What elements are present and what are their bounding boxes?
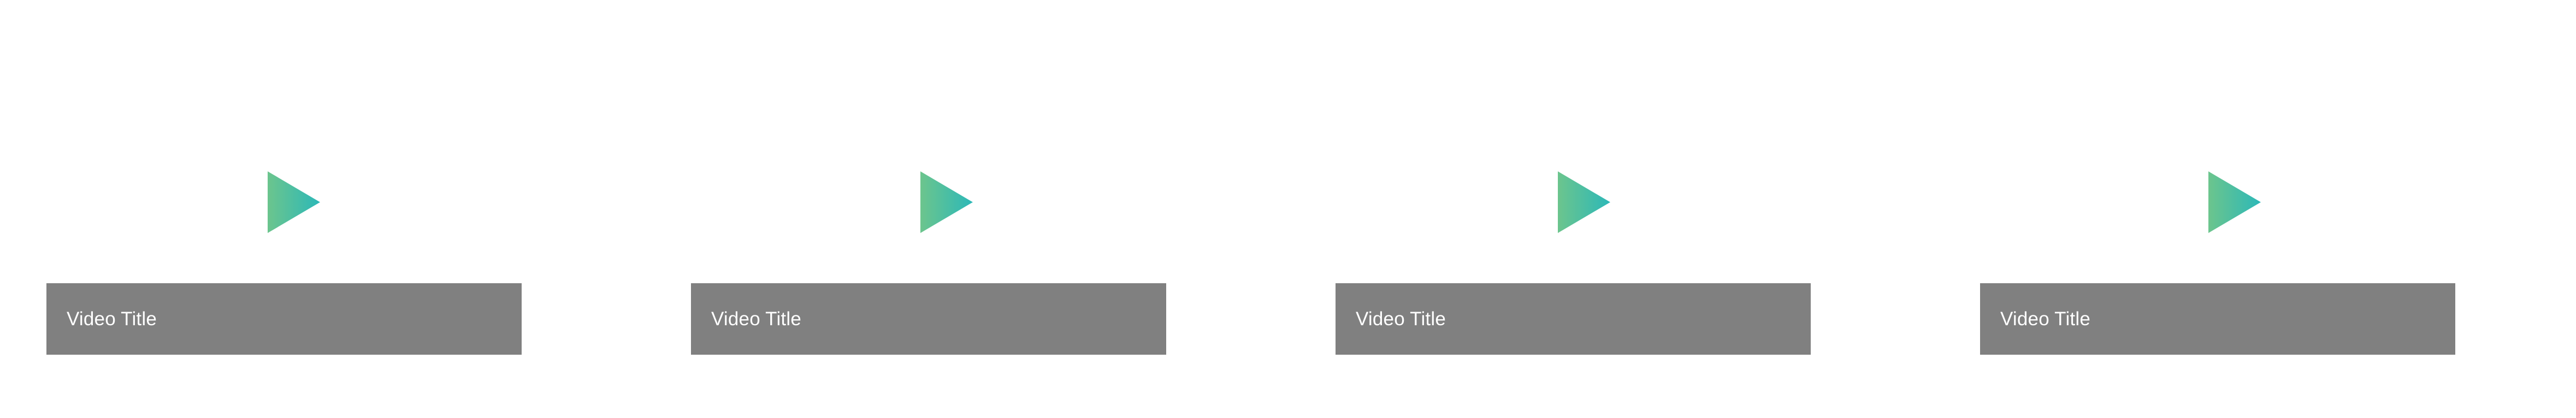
play-icon[interactable] [268, 171, 320, 233]
video-title-bar[interactable]: Video Title [46, 283, 522, 355]
play-icon[interactable] [1558, 171, 1610, 233]
video-title-bar[interactable]: Video Title [691, 283, 1166, 355]
video-title: Video Title [1356, 308, 1446, 330]
video-card[interactable]: Video Title [1336, 0, 1811, 418]
video-card[interactable]: Video Title [1980, 0, 2455, 418]
video-title: Video Title [711, 308, 801, 330]
video-title: Video Title [2000, 308, 2090, 330]
play-icon[interactable] [2208, 171, 2261, 233]
video-title-bar[interactable]: Video Title [1980, 283, 2455, 355]
video-card[interactable]: Video Title [46, 0, 522, 418]
video-card[interactable]: Video Title [691, 0, 1166, 418]
video-title: Video Title [67, 308, 157, 330]
play-icon[interactable] [920, 171, 973, 233]
video-title-bar[interactable]: Video Title [1336, 283, 1811, 355]
